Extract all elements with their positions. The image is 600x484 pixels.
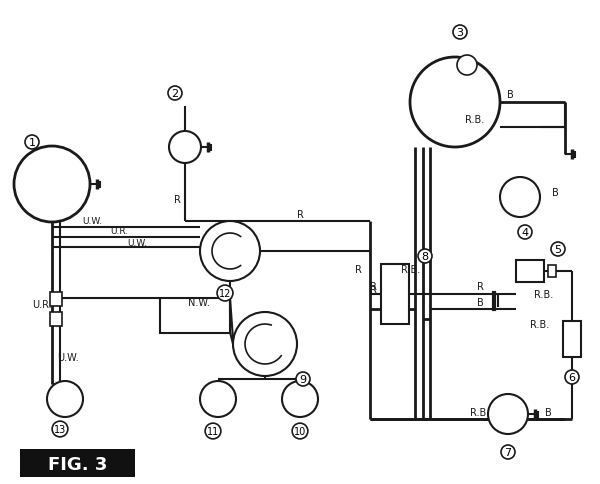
Text: R: R: [476, 281, 484, 291]
Text: 8: 8: [421, 252, 428, 261]
Text: R.B.: R.B.: [534, 289, 553, 300]
Bar: [50, 292, 62, 306]
Text: 11: 11: [207, 426, 219, 436]
Text: FIG. 3: FIG. 3: [49, 455, 107, 473]
Circle shape: [500, 178, 540, 217]
Circle shape: [233, 312, 297, 376]
Text: U.W.: U.W.: [127, 239, 147, 248]
Text: U.W.: U.W.: [82, 217, 102, 226]
Text: 1: 1: [29, 138, 35, 148]
FancyBboxPatch shape: [20, 449, 135, 477]
Bar: [381, 264, 409, 324]
Bar: [548, 265, 556, 277]
Circle shape: [457, 56, 477, 76]
Text: B: B: [476, 297, 484, 307]
Circle shape: [47, 381, 83, 417]
Circle shape: [169, 132, 201, 164]
Text: 13: 13: [54, 424, 66, 434]
Text: N.W.: N.W.: [188, 297, 210, 307]
Circle shape: [14, 147, 90, 223]
Text: R: R: [370, 285, 376, 294]
Text: R: R: [296, 210, 304, 220]
Text: 6: 6: [569, 372, 575, 382]
Circle shape: [410, 58, 500, 148]
Text: R: R: [173, 195, 181, 205]
Text: R: R: [370, 281, 376, 291]
Text: 7: 7: [505, 447, 512, 457]
Circle shape: [282, 381, 318, 417]
Circle shape: [200, 222, 260, 281]
Circle shape: [200, 381, 236, 417]
Bar: [160, 298, 230, 333]
Text: R: R: [355, 264, 362, 274]
Bar: [516, 260, 544, 283]
Bar: [458, 99, 468, 111]
Text: 4: 4: [521, 227, 529, 238]
Text: 12: 12: [219, 288, 231, 298]
Text: R.B.: R.B.: [530, 319, 549, 329]
Bar: [50, 312, 62, 326]
Text: 2: 2: [172, 89, 179, 99]
Text: 10: 10: [294, 426, 306, 436]
Text: R.B.: R.B.: [466, 115, 485, 125]
Text: R.B.: R.B.: [470, 407, 490, 417]
Text: B: B: [506, 90, 514, 100]
Text: U.R.: U.R.: [110, 227, 128, 236]
Text: U.R.: U.R.: [32, 300, 52, 309]
Bar: [563, 321, 581, 357]
Text: B: B: [551, 188, 559, 197]
Text: R.B.: R.B.: [401, 264, 420, 274]
Text: U.W.: U.W.: [57, 352, 79, 362]
Text: 3: 3: [457, 28, 464, 38]
Bar: [442, 99, 452, 111]
Text: B: B: [545, 407, 551, 417]
Circle shape: [488, 394, 528, 434]
Text: 5: 5: [554, 244, 562, 255]
Text: 9: 9: [299, 374, 307, 384]
